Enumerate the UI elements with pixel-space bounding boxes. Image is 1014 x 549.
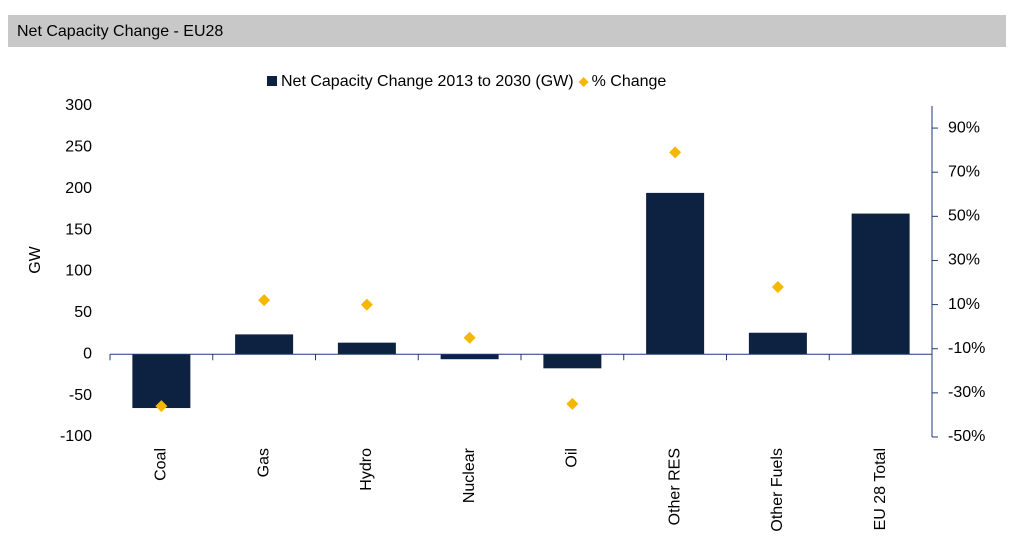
point (463, 331, 476, 344)
y2-tick-label: -10% (948, 340, 985, 357)
bar (337, 342, 396, 355)
y-tick-label: 250 (65, 139, 92, 156)
legend-swatch (578, 77, 589, 87)
y-tick-label: 100 (65, 263, 92, 280)
y-tick-label: 50 (74, 304, 92, 321)
y-axis-label: GW (27, 245, 44, 273)
x-tick-label: Nuclear (461, 447, 478, 503)
y-tick-label: 150 (65, 221, 92, 238)
y2-tick-label: -30% (948, 384, 985, 401)
bar (851, 213, 910, 355)
y-tick-label: 300 (65, 97, 92, 114)
y-tick-label: -100 (60, 428, 92, 445)
y-tick-label: 0 (83, 345, 92, 362)
x-tick-label: Other Fuels (769, 448, 786, 532)
y2-tick-label: 50% (948, 208, 980, 225)
y2-tick-label: -50% (948, 428, 985, 445)
legend-label: % Change (592, 73, 667, 90)
bar (440, 354, 499, 360)
legend-swatch (267, 76, 277, 86)
x-tick-label: Gas (255, 448, 272, 477)
x-tick-label: Oil (564, 448, 581, 468)
y2-tick-label: 70% (948, 163, 980, 180)
point (360, 298, 373, 311)
chart-title: Net Capacity Change - EU28 (17, 23, 223, 40)
y-tick-label: -50 (69, 387, 92, 404)
y2-tick-label: 30% (948, 252, 980, 269)
point (258, 294, 271, 307)
x-tick-label: Coal (153, 448, 170, 481)
y2-tick-label: 90% (948, 119, 980, 136)
bar (646, 192, 705, 355)
y-tick-label: 200 (65, 180, 92, 197)
point (771, 280, 784, 293)
y2-tick-label: 10% (948, 296, 980, 313)
header-bar (8, 15, 1006, 47)
bar (543, 354, 602, 369)
bar (235, 334, 294, 355)
point (566, 397, 579, 410)
x-tick-label: Other RES (666, 448, 683, 525)
x-tick-label: Hydro (358, 448, 375, 491)
point (669, 146, 682, 159)
chart-body (8, 47, 1006, 549)
point (155, 400, 168, 413)
legend-label: Net Capacity Change 2013 to 2030 (GW) (281, 73, 574, 90)
bar (748, 332, 807, 355)
x-tick-label: EU 28 Total (872, 448, 889, 530)
bar (132, 354, 191, 409)
